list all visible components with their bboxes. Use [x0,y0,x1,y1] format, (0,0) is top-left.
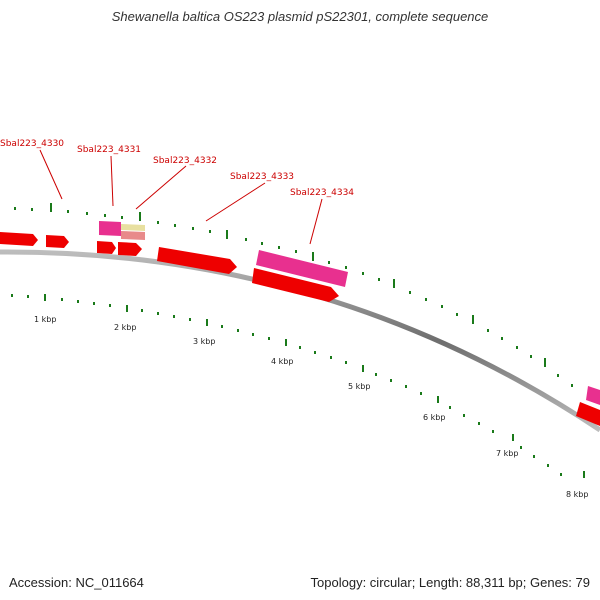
gene-arrow-d[interactable] [252,268,339,302]
inner-tick-ring [11,294,585,478]
gene-arrow-a[interactable] [97,241,116,254]
topology-summary: Topology: circular; Length: 88,311 bp; G… [310,575,590,590]
scale-label-6kbp: 6 kbp [423,413,445,422]
gene-arrow-4330a[interactable] [0,232,38,246]
forward-strand-genes [0,221,348,287]
gene-arrow-c[interactable] [157,247,237,274]
leader-4331 [110,155,114,207]
gene-arrow-4330b[interactable] [46,235,69,248]
leader-4334 [309,198,323,245]
gene-label-4331[interactable]: Sbal223_4331 [77,145,141,155]
gene-arrow-f[interactable] [576,402,600,426]
scale-label-2kbp: 2 kbp [114,323,136,332]
gene-label-4334[interactable]: Sbal223_4334 [290,188,354,198]
scale-label-3kbp: 3 kbp [193,337,215,346]
scale-label-4kbp: 4 kbp [271,357,293,366]
leader-4330 [39,149,63,200]
gene-labels: Sbal223_4330 Sbal223_4331 Sbal223_4332 S… [0,139,354,198]
gene-4331[interactable] [99,221,121,236]
backbone-arc [0,249,600,433]
leader-4332 [135,165,187,210]
scale-label-5kbp: 5 kbp [348,382,370,391]
scale-label-7kbp: 7 kbp [496,449,518,458]
outer-tick-ring [14,203,573,387]
gene-4334[interactable] [256,250,348,287]
scale-label-1kbp: 1 kbp [34,315,56,324]
scale-label-8kbp: 8 kbp [566,490,588,499]
gene-arrow-e[interactable] [586,386,600,405]
accession-text: Accession: NC_011664 [9,575,144,590]
gene-label-leaders [39,149,323,245]
gene-4332b[interactable] [121,231,145,240]
gene-label-4333[interactable]: Sbal223_4333 [230,172,294,182]
reverse-strand-genes [97,241,600,426]
map-title: Shewanella baltica OS223 plasmid pS22301… [111,9,489,24]
gene-label-4332[interactable]: Sbal223_4332 [153,156,217,166]
gene-arrow-b[interactable] [118,242,142,256]
gene-label-4330[interactable]: Sbal223_4330 [0,139,64,149]
leader-4333 [205,182,266,222]
scale-labels: 1 kbp 2 kbp 3 kbp 4 kbp 5 kbp 6 kbp 7 kb… [34,315,588,499]
gene-4332a[interactable] [121,224,145,231]
